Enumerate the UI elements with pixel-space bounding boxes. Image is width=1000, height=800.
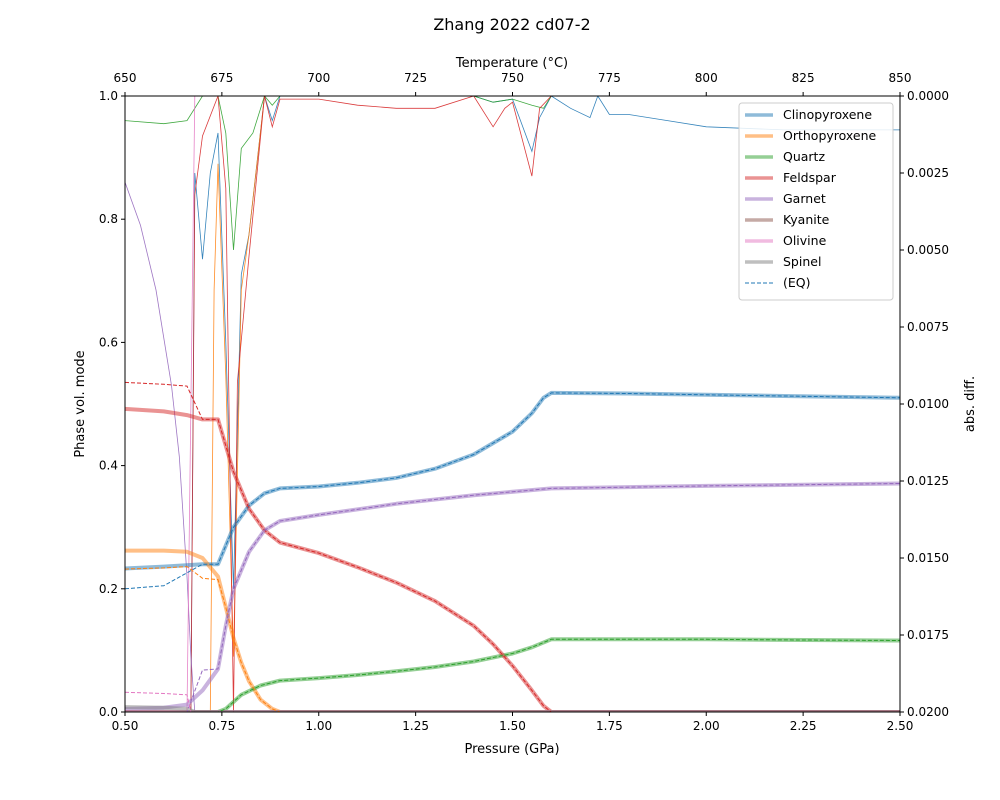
- y-tick-label: 0.0: [99, 705, 118, 719]
- x-tick-label: 1.00: [305, 719, 332, 733]
- axes: 0.50 0.75 1.00 1.25 1.50 1.75 2.00 2.25 2.500.00…: [99, 71, 949, 733]
- legend-label: Olivine: [783, 233, 827, 248]
- y-tick-label: 0.8: [99, 212, 118, 226]
- x-tick-label: 0.75: [209, 719, 236, 733]
- legend-label: Clinopyroxene: [783, 107, 872, 122]
- x-tick-label: 2.25: [790, 719, 817, 733]
- legend-box: [738, 102, 894, 301]
- y2-tick-label: 0.0150: [907, 551, 949, 565]
- diff-line-quartz: [125, 96, 900, 251]
- y-tick-label: 0.6: [99, 335, 118, 349]
- legend-label: Spinel: [783, 254, 821, 269]
- eq-line-feldspar: [125, 381, 900, 712]
- x2-tick-label: 725: [404, 71, 427, 85]
- x2-tick-label: 675: [210, 71, 233, 85]
- legend-label: Garnet: [783, 191, 826, 206]
- eq-line-orthopyroxene: [125, 566, 900, 712]
- y2-tick-label: 0.0000: [907, 89, 949, 103]
- x2-tick-label: 775: [598, 71, 621, 85]
- y-tick-label: 1.0: [99, 89, 118, 103]
- legend-label: Quartz: [783, 149, 825, 164]
- legend-label: Feldspar: [783, 170, 837, 185]
- y2-axis-label: abs. diff.: [963, 376, 978, 432]
- y2-tick-label: 0.0175: [907, 628, 949, 642]
- x2-tick-label: 800: [695, 71, 718, 85]
- legend-label: (EQ): [783, 275, 811, 290]
- y2-tick-label: 0.0025: [907, 166, 949, 180]
- eq-line-olivine: [125, 691, 900, 712]
- x2-tick-label: 850: [889, 71, 912, 85]
- legend-label: Kyanite: [783, 212, 830, 227]
- y-tick-label: 0.4: [99, 459, 118, 473]
- x-tick-label: 2.50: [887, 719, 914, 733]
- x2-axis-label: Temperature (°C): [455, 56, 568, 71]
- y2-tick-label: 0.0100: [907, 397, 949, 411]
- x2-tick-label: 650: [114, 71, 137, 85]
- legend-label: Orthopyroxene: [783, 128, 877, 143]
- diff-line-orthopyroxene: [125, 96, 900, 712]
- x-axis-label: Pressure (GPa): [464, 742, 559, 757]
- y2-tick-label: 0.0125: [907, 474, 949, 488]
- y-tick-label: 0.2: [99, 582, 118, 596]
- y-axis-label: Phase vol. mode: [73, 350, 88, 457]
- y2-tick-label: 0.0050: [907, 243, 949, 257]
- x-tick-label: 0.50: [112, 719, 139, 733]
- x2-tick-label: 700: [307, 71, 330, 85]
- eq-line-clinopyroxene: [125, 392, 900, 590]
- x-tick-label: 1.75: [596, 719, 623, 733]
- eq-line-garnet: [125, 483, 900, 712]
- x-tick-label: 1.50: [499, 719, 526, 733]
- diff-line-clinopyroxene: [125, 96, 900, 712]
- x-tick-label: 2.00: [693, 719, 720, 733]
- diff-line-feldspar: [125, 96, 900, 712]
- x2-tick-label: 750: [501, 71, 524, 85]
- phase-mode-lines: [125, 381, 900, 712]
- x-tick-label: 1.25: [402, 719, 429, 733]
- legend: Clinopyroxene Orthopyroxene Quartz Feldspar…: [738, 102, 894, 301]
- y2-tick-label: 0.0075: [907, 320, 949, 334]
- x2-tick-label: 825: [792, 71, 815, 85]
- eq-line-quartz: [125, 638, 900, 712]
- chart-title: Zhang 2022 cd07-2: [433, 15, 590, 34]
- y2-tick-label: 0.0200: [907, 705, 949, 719]
